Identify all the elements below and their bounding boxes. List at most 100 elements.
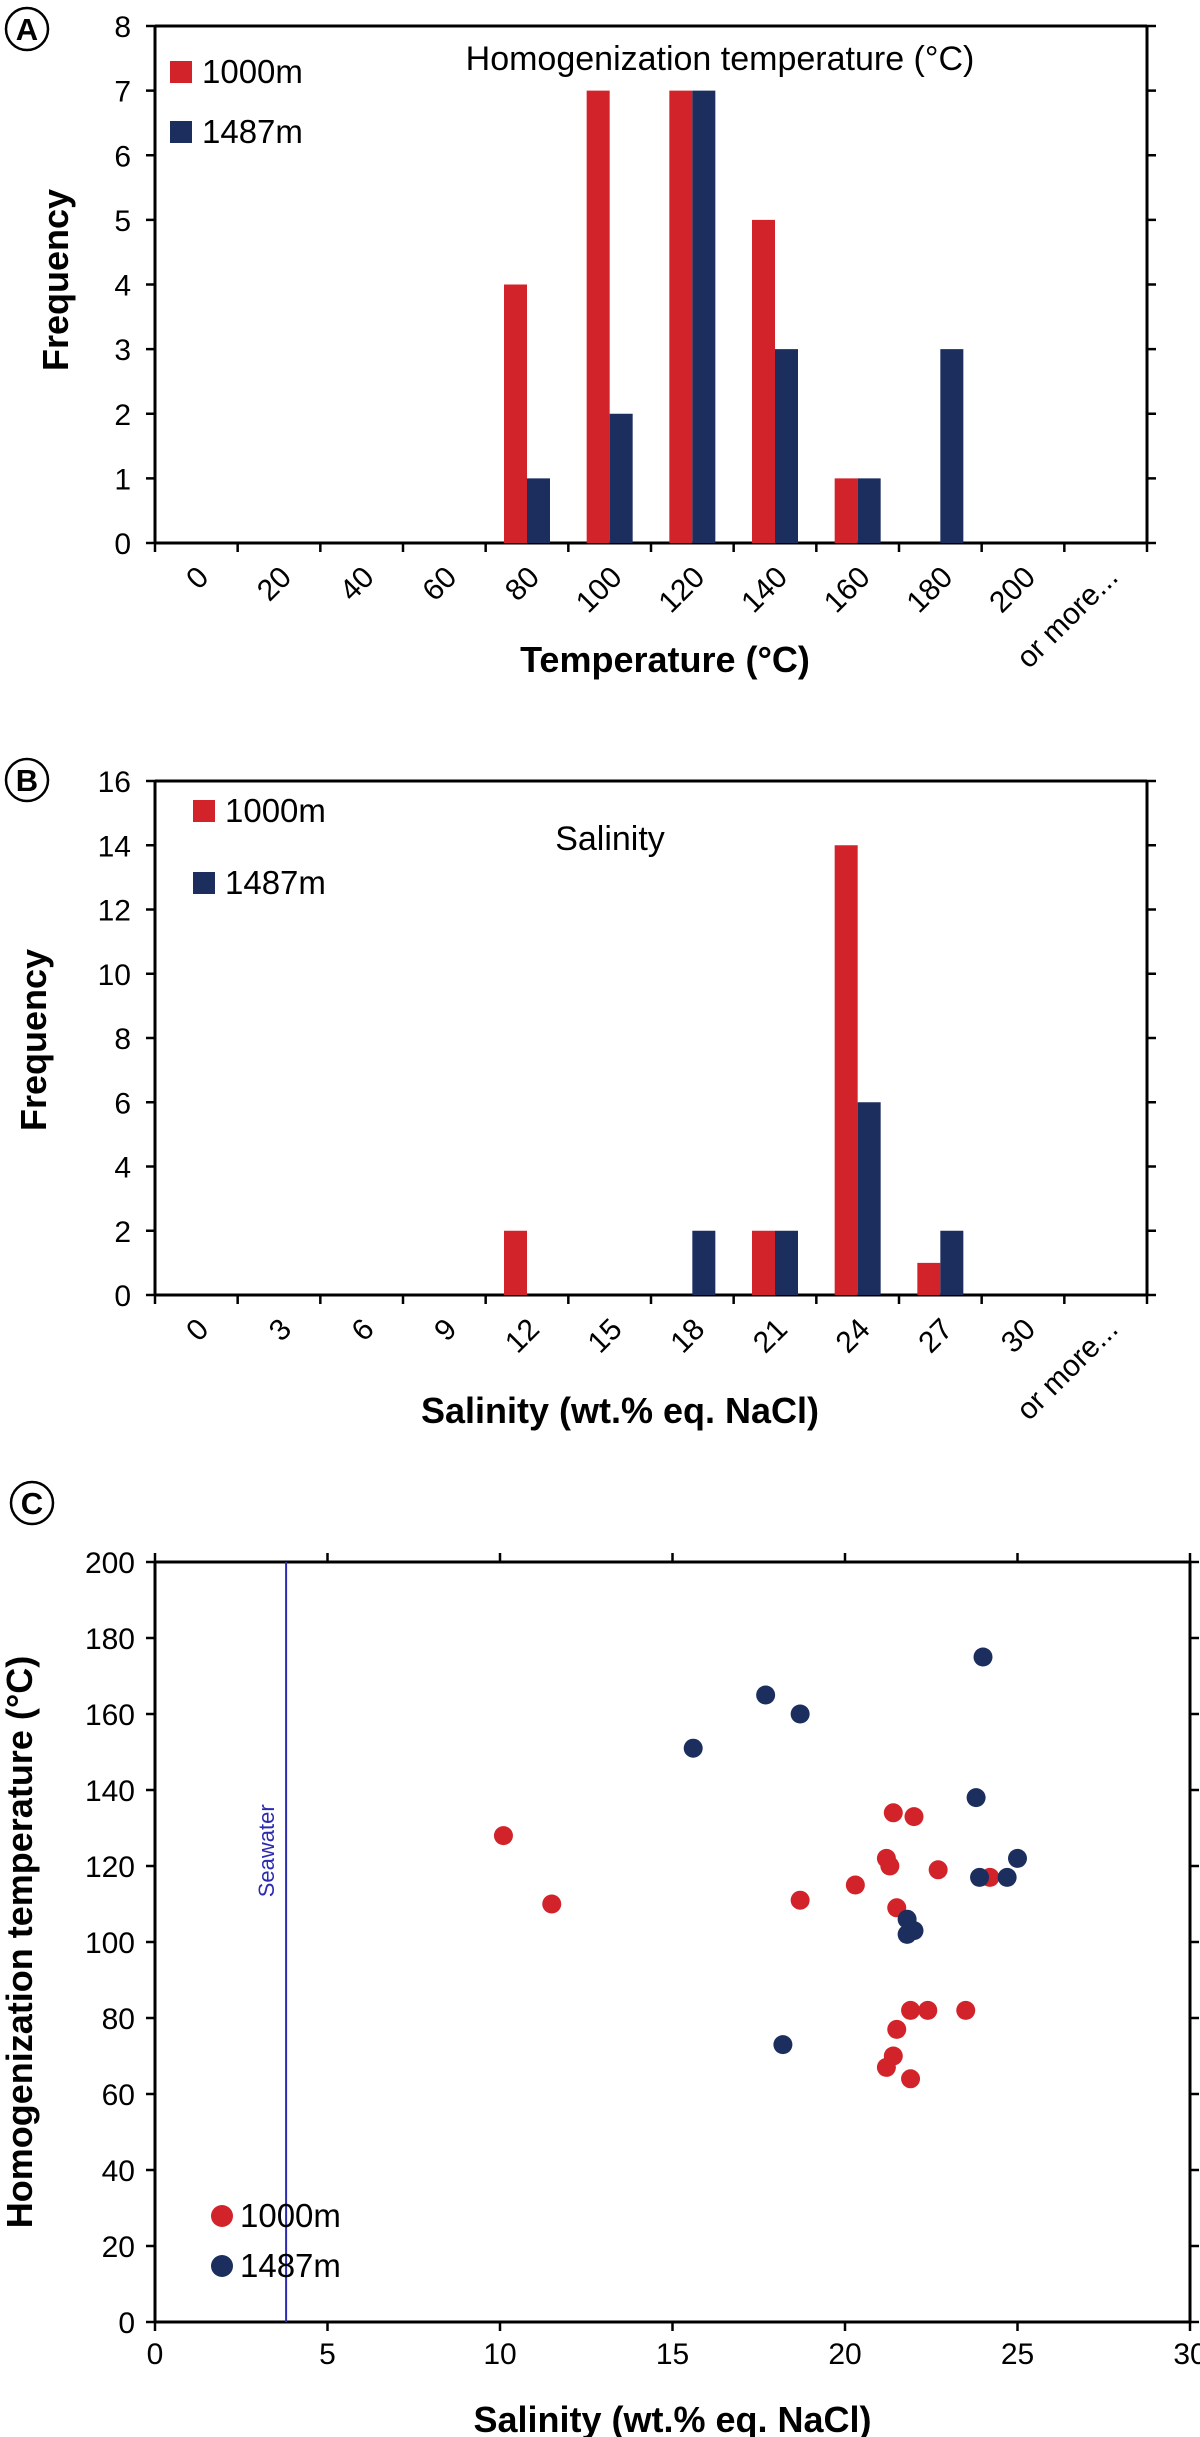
x-tick-label: 18	[664, 1313, 711, 1360]
y-tick-label: 60	[102, 2079, 135, 2112]
panel-label: A	[16, 12, 38, 47]
y-tick-label: 180	[85, 1623, 135, 1656]
y-tick-label: 8	[114, 11, 131, 44]
bar-1000m	[504, 1230, 527, 1295]
bar-1487m	[940, 349, 964, 543]
bar-1000m	[752, 1230, 775, 1295]
y-tick-label: 0	[118, 2307, 135, 2340]
point-1487m	[756, 1685, 776, 1705]
bar-1487m	[775, 349, 798, 543]
bar-1487m	[775, 1230, 798, 1295]
point-1487m	[966, 1788, 986, 1808]
point-1000m	[928, 1860, 948, 1880]
bar-1487m	[609, 413, 633, 543]
point-1000m	[493, 1826, 513, 1846]
point-1000m	[883, 2046, 903, 2066]
y-tick-label: 10	[98, 959, 131, 992]
x-tick-label: 6	[345, 1313, 380, 1348]
x-tick-label: 10	[483, 2338, 516, 2371]
x-tick-label: 30	[1173, 2338, 1200, 2371]
y-tick-label: 200	[85, 1547, 135, 1580]
x-tick-label: 180	[901, 561, 960, 620]
point-1000m	[901, 2000, 921, 2020]
y-tick-label: 40	[102, 2155, 135, 2188]
point-1000m	[790, 1890, 810, 1910]
y-tick-label: 7	[114, 76, 131, 109]
bar-1487m	[527, 478, 550, 543]
legend-swatch	[193, 800, 215, 822]
y-tick-label: 0	[114, 1280, 131, 1313]
legend-swatch	[170, 121, 192, 143]
x-tick-label: 80	[499, 561, 546, 608]
panel-label-circle	[4, 757, 50, 803]
y-tick-label: 100	[85, 1927, 135, 1960]
x-tick-label: 20	[251, 561, 298, 608]
x-tick-label: 100	[570, 561, 629, 620]
point-1000m	[918, 2000, 938, 2020]
x-tick-label: 5	[319, 2338, 336, 2371]
legend-swatch	[170, 61, 192, 83]
x-axis-title: Salinity (wt.% eq. NaCl)	[421, 1390, 819, 1431]
point-1487m	[790, 1704, 810, 1724]
point-1487m	[1008, 1848, 1027, 1868]
y-tick-label: 2	[114, 1216, 131, 1249]
y-tick-label: 5	[114, 205, 131, 238]
x-axis-title: Temperature (°C)	[520, 639, 810, 680]
bar-1000m	[834, 845, 858, 1295]
y-tick-label: 4	[114, 270, 131, 303]
y-tick-label: 140	[85, 1775, 135, 1808]
y-tick-label: 0	[114, 528, 131, 561]
bar-1000m	[504, 284, 527, 543]
bar-1487m	[857, 1102, 881, 1295]
x-tick-label: 3	[263, 1313, 298, 1348]
x-tick-label: 120	[653, 561, 712, 620]
point-1000m	[956, 2000, 976, 2020]
legend-label: 1487m	[225, 864, 326, 901]
x-tick-label: 24	[830, 1313, 877, 1360]
x-tick-label: 200	[983, 561, 1042, 620]
point-1000m	[542, 1894, 562, 1914]
point-1487m	[973, 1647, 993, 1667]
legend-marker	[211, 2205, 233, 2227]
panel-label: C	[21, 1486, 43, 1521]
bar-1000m	[586, 90, 610, 543]
x-tick-label: 9	[428, 1313, 463, 1348]
x-tick-label: 60	[416, 561, 463, 608]
y-axis-title: Frequency	[35, 189, 76, 371]
y-axis-title: Frequency	[13, 949, 54, 1131]
y-tick-label: 8	[114, 1023, 131, 1056]
x-tick-label: 21	[747, 1313, 794, 1360]
point-1000m	[901, 2069, 921, 2089]
x-tick-label: 40	[334, 561, 381, 608]
y-tick-label: 160	[85, 1699, 135, 1732]
y-tick-label: 4	[114, 1152, 131, 1185]
point-1000m	[904, 1807, 924, 1827]
y-axis-title: Homogenization temperature (°C)	[0, 1656, 40, 2228]
y-tick-label: 14	[98, 830, 131, 863]
panel-c: 0 20 40 60 80 100 120 140 160 180 200 0 5 10 15 20 25 30 S…	[0, 1480, 1200, 2437]
bar-1000m	[917, 1262, 941, 1295]
point-1487m	[970, 1867, 990, 1887]
x-tick-label: 27	[912, 1313, 959, 1360]
y-tick-label: 120	[85, 1851, 135, 1884]
legend-label: 1000m	[225, 792, 326, 829]
y-tick-label: 3	[114, 334, 131, 367]
bar-1000m	[752, 219, 775, 543]
y-tick-label: 16	[98, 766, 131, 799]
legend-label: 1000m	[240, 2197, 341, 2234]
x-tick-label: 0	[147, 2338, 164, 2371]
x-tick-label: 0	[180, 561, 215, 596]
x-tick-label: 30	[995, 1313, 1042, 1360]
chart-title: Homogenization temperature (°C)	[466, 40, 975, 78]
y-tick-label: 6	[114, 140, 131, 173]
panel-label-circle	[4, 6, 50, 52]
x-tick-label: 20	[828, 2338, 861, 2371]
point-1000m	[883, 1803, 903, 1823]
x-tick-label: 140	[735, 561, 794, 620]
point-1000m	[880, 1856, 900, 1876]
bar-1000m	[669, 90, 693, 543]
point-1487m	[773, 2035, 793, 2055]
